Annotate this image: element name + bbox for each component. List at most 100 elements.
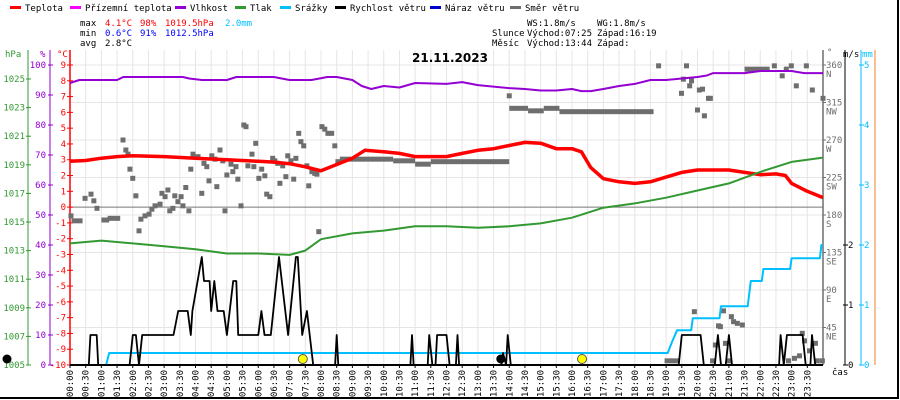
x-tick-label: 04:00 xyxy=(192,370,202,397)
x-tick-label: 09:00 xyxy=(348,370,358,397)
wind-direction-point xyxy=(814,358,820,364)
temperature-tick-label: -7 xyxy=(55,314,66,324)
wind-direction-run xyxy=(744,66,770,72)
wind-direction-point xyxy=(170,205,176,211)
wind-direction-point xyxy=(162,194,168,200)
pressure-tick-label: 1005 xyxy=(3,361,25,371)
wind-direction-point xyxy=(233,164,239,170)
x-tick-label: 14:30 xyxy=(521,370,531,397)
wind-direction-point xyxy=(316,229,322,235)
wind-direction-point xyxy=(142,213,148,219)
wind-direction-point xyxy=(283,174,289,180)
temperature-tick-label: 0 xyxy=(61,203,66,213)
direction-compass-label: NE xyxy=(826,333,837,343)
moon-marker-icon xyxy=(2,354,12,364)
wind-direction-point xyxy=(700,86,706,92)
wind-direction-point xyxy=(127,166,133,172)
wind-direction-point xyxy=(175,199,181,205)
sun-label: Slunce xyxy=(492,29,525,39)
wind-direction-point xyxy=(695,107,700,113)
x-tick-label: 23:30 xyxy=(803,370,813,397)
x-tick-label: 21:00 xyxy=(725,370,735,397)
x-tick-label: 03:30 xyxy=(176,370,186,397)
x-tick-label: 14:00 xyxy=(505,370,515,397)
humidity-tick-label: 60 xyxy=(35,181,46,191)
legend-swatch xyxy=(510,6,521,9)
x-tick-label: 19:00 xyxy=(662,370,672,397)
legend-label: Přízemní teplota xyxy=(85,4,172,14)
wind-direction-point xyxy=(696,87,702,93)
x-axis-label: čas xyxy=(832,368,849,378)
wind-direction-run xyxy=(430,159,510,165)
x-tick-label: 07:30 xyxy=(301,370,311,397)
direction-tick-label: 135 xyxy=(826,249,842,259)
wind-direction-point xyxy=(722,340,728,346)
legend-label: Tlak xyxy=(250,4,272,14)
wind-direction-point xyxy=(319,124,325,130)
humidity-tick-label: 90 xyxy=(35,91,46,101)
wind-direction-point xyxy=(803,63,809,69)
wind-direction-run xyxy=(101,217,110,223)
wind-direction-point xyxy=(230,169,236,175)
x-tick-label: 12:30 xyxy=(458,370,468,397)
wind-direction-point xyxy=(159,190,165,196)
wind-direction-point xyxy=(684,63,690,69)
pressure-tick-label: 1025 xyxy=(3,75,25,85)
wind-direction-point xyxy=(68,213,74,219)
wind-direction-point xyxy=(779,73,785,79)
legend-label: Vlhkost xyxy=(190,4,228,14)
wind-direction-point xyxy=(801,338,807,344)
wind-direction-point xyxy=(656,63,662,69)
wind-direction-point xyxy=(322,126,328,132)
wind-direction-point xyxy=(243,124,249,130)
wind-speed-tick-label: 1 xyxy=(848,301,853,311)
pressure-tick-label: 1011 xyxy=(3,275,25,285)
moonset: Západ: xyxy=(597,39,630,49)
wind-direction-point xyxy=(238,203,244,209)
x-tick-label: 00:30 xyxy=(82,370,92,397)
direction-compass-label: W xyxy=(826,145,832,155)
wind-direction-run xyxy=(559,109,654,115)
wind-direction-point xyxy=(717,324,723,330)
x-tick-label: 01:30 xyxy=(113,370,123,397)
stats-min-humidity: 91% xyxy=(140,29,157,39)
humidity-tick-label: 0 xyxy=(41,361,46,371)
stats-avg-label: avg xyxy=(80,39,97,49)
temperature-tick-label: 3 xyxy=(61,156,66,166)
wind-direction-point xyxy=(224,172,230,178)
x-tick-label: 18:30 xyxy=(646,370,656,397)
temperature-tick-label: 4 xyxy=(61,140,66,150)
temperature-tick-label: 6 xyxy=(61,108,66,118)
wind-direction-point xyxy=(701,113,707,119)
wind-direction-point xyxy=(91,198,97,204)
direction-tick-label: 360 xyxy=(826,61,842,71)
wind-direction-point xyxy=(721,308,727,314)
wind-direction-point xyxy=(214,184,220,190)
temperature-tick-label: -1 xyxy=(55,219,66,229)
wind-direction-run xyxy=(509,105,529,111)
temperature-tick-label: -2 xyxy=(55,235,66,245)
temperature-tick-label: -6 xyxy=(55,298,66,308)
direction-tick-label: 225 xyxy=(826,174,842,184)
wind-direction-point xyxy=(94,205,100,211)
wind-speed-current: WS:1.8m/s xyxy=(527,19,576,29)
wind-direction-point xyxy=(785,358,791,364)
wind-direction-point xyxy=(222,208,228,214)
legend-item-pressure: Tlak xyxy=(235,4,272,14)
pressure-tick-label: 1017 xyxy=(3,189,25,199)
stats-max-label: max xyxy=(80,19,97,29)
wind-direction-point xyxy=(152,203,158,209)
wind-direction-point xyxy=(277,180,283,186)
legend-swatch xyxy=(335,6,346,9)
x-tick-label: 10:30 xyxy=(395,370,405,397)
temperature-tick-label: 5 xyxy=(61,124,66,134)
legend-item-wind-direction: Směr větru xyxy=(510,4,579,14)
wind-direction-run xyxy=(543,105,560,111)
legend-swatch xyxy=(70,6,81,9)
temperature-tick-label: 9 xyxy=(61,61,66,71)
wind-direction-point xyxy=(298,139,304,145)
wind-direction-point xyxy=(771,63,777,69)
x-tick-label: 07:00 xyxy=(286,370,296,397)
series-line-temperature xyxy=(69,140,824,200)
